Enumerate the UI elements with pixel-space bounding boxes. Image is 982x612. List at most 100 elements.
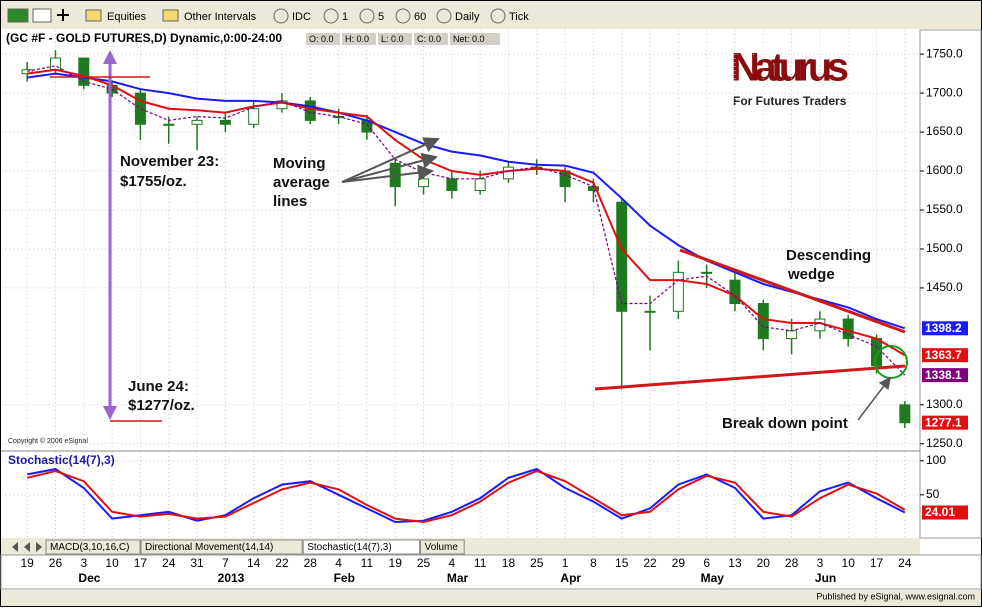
indicator-line (27, 467, 906, 524)
x-tick-label: 18 (502, 556, 516, 570)
y-tick-label: 1500.0 (926, 241, 963, 255)
header-field-box (414, 33, 448, 45)
y-tick-label: 1600.0 (926, 163, 963, 177)
candle-body (899, 404, 911, 424)
indicator-line (26, 469, 906, 524)
last-value-label: 24.01 (925, 505, 955, 519)
header-fields: O: 0.0 H: 0.0 L: 0.0 C: 0.0 Net: 0.0 (306, 33, 500, 45)
last-value-box (922, 321, 968, 336)
candle-body (729, 279, 741, 305)
candle-body (446, 178, 458, 192)
toolbar-item[interactable]: Equities (107, 11, 147, 23)
tab[interactable] (140, 539, 303, 555)
x-tick-label: 7 (222, 556, 229, 570)
tab-label[interactable]: Stochastic(14(7),3) (307, 542, 391, 553)
candle-body (418, 178, 430, 188)
x-tick-label: 8 (590, 556, 597, 570)
x-tick-label: 4 (449, 556, 456, 570)
y-tick-label: 100 (926, 453, 946, 467)
tab-label[interactable]: MACD(3,10,16,C) (50, 542, 129, 553)
x-tick-label: 24 (898, 556, 912, 570)
annotation: $1755/oz. (120, 173, 187, 190)
candle-body (616, 201, 628, 312)
toolbar-item[interactable]: IDC (292, 11, 311, 23)
x-tick-label: 19 (389, 556, 403, 570)
x-group-label: Dec (78, 571, 100, 585)
y-tick-label: 1300.0 (926, 397, 963, 411)
toolbar-item[interactable]: 5 (378, 11, 384, 23)
annotation: Break down point (722, 415, 848, 432)
last-value-label: 1338.1 (925, 368, 962, 382)
x-tick-label: 20 (757, 556, 771, 570)
indicator-line (27, 72, 906, 330)
header-field: Net: 0.0 (453, 34, 485, 44)
tab-label[interactable]: Volume (425, 542, 459, 553)
x-group-label: Feb (334, 571, 355, 585)
y-tick-label: 1650.0 (926, 124, 963, 138)
toolbar-item[interactable]: Daily (455, 11, 480, 23)
y-tick-label: 1450.0 (926, 280, 963, 294)
x-tick-label: 17 (870, 556, 884, 570)
toolbar-item[interactable]: 1 (342, 11, 348, 23)
toolbar-icons (7, 8, 506, 24)
candle-body (191, 119, 203, 125)
candle-body (474, 178, 486, 192)
date-axis-area (0, 554, 982, 590)
x-tick-label: 25 (530, 556, 544, 570)
candle-body (163, 123, 175, 126)
x-tick-label: 3 (80, 556, 87, 570)
x-tick-label: 11 (474, 556, 487, 570)
candle-body (248, 108, 260, 125)
symbol-title: (GC #F - GOLD FUTURES,D) Dynamic,0:00-24… (6, 31, 282, 45)
tab-label[interactable]: Directional Movement(14,14) (145, 542, 273, 553)
pane-title: Stochastic(14(7),3) (8, 453, 115, 467)
candle-body (757, 303, 769, 340)
x-tick-label: 3 (817, 556, 824, 570)
x-tick-label: 22 (275, 556, 289, 570)
last-value-box (922, 415, 968, 430)
tab[interactable] (420, 539, 465, 555)
last-value-label: 1398.2 (925, 321, 962, 335)
x-tick-label: 10 (105, 556, 119, 570)
x-group-label: Jun (815, 571, 836, 585)
candle-body (786, 330, 798, 340)
last-value-label: 1363.7 (925, 348, 962, 362)
header-field: C: 0.0 (417, 34, 441, 44)
candle-body (644, 310, 656, 313)
candle-body (78, 57, 90, 86)
toolbar-item[interactable]: 60 (414, 11, 426, 23)
x-tick-label: 1 (562, 556, 569, 570)
x-tick-label: 11 (361, 556, 374, 570)
tabs: MACD(3,10,16,C) Directional Movement(14,1… (12, 539, 465, 555)
x-tick-label: 31 (190, 556, 204, 570)
x-tick-label: 17 (134, 556, 148, 570)
x-tick-label: 24 (162, 556, 176, 570)
tab[interactable] (302, 539, 421, 555)
tab[interactable] (45, 539, 141, 555)
header-field: L: 0.0 (381, 34, 404, 44)
candle-body (219, 119, 231, 125)
last-value-label: 1277.1 (925, 415, 962, 429)
logo-tagline: For Futures Traders (733, 94, 847, 108)
y-tick-label: 50 (926, 487, 940, 501)
annotation: June 24: (128, 378, 189, 395)
header-field: H: 0.0 (345, 34, 369, 44)
candle-body (134, 92, 146, 125)
annotation: lines (273, 193, 307, 210)
copyright: Copyright © 2006 eSignal (8, 437, 88, 445)
x-group-label: May (701, 571, 725, 585)
toolbar-item[interactable]: Other Intervals (184, 11, 257, 23)
y-tick-label: 1700.0 (926, 85, 963, 99)
candle-body (871, 338, 883, 367)
annotation: wedge (787, 266, 835, 283)
footer: Published by eSignal, www.esignal.com (816, 591, 975, 601)
x-group-label: 2013 (218, 571, 245, 585)
candle-body (304, 100, 316, 121)
y-tick-label: 1550.0 (926, 202, 963, 216)
x-tick-label: 25 (417, 556, 431, 570)
header-field-box (342, 33, 376, 45)
x-tick-label: 19 (20, 556, 34, 570)
toolbar-item[interactable]: Tick (509, 11, 529, 23)
